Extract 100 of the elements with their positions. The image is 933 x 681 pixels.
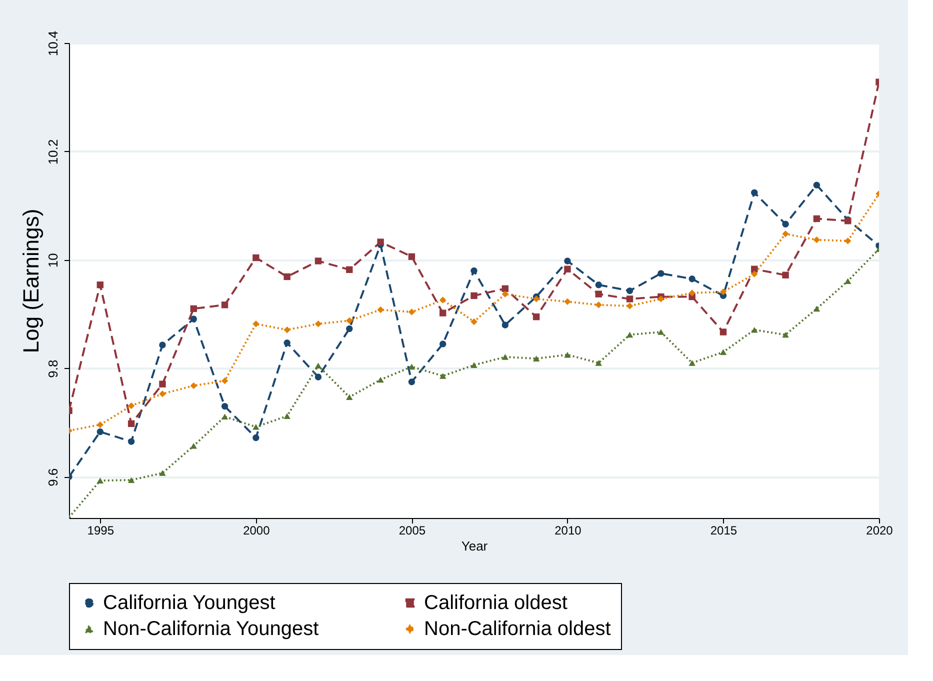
point xyxy=(408,364,416,370)
legend-label: California oldest xyxy=(424,592,568,614)
point xyxy=(595,281,602,288)
x-axis-title: Year xyxy=(461,538,488,554)
point xyxy=(502,354,509,360)
point xyxy=(688,360,696,366)
point xyxy=(626,302,634,310)
y-tick-label: 9.8 xyxy=(46,360,60,378)
legend-label: Non-California oldest xyxy=(424,618,612,640)
point xyxy=(502,285,509,292)
point xyxy=(595,302,602,308)
point xyxy=(751,189,758,196)
point xyxy=(439,373,446,379)
point xyxy=(439,296,446,304)
point xyxy=(190,316,197,322)
point xyxy=(564,258,571,264)
point xyxy=(159,470,166,476)
point xyxy=(844,278,852,284)
point xyxy=(252,424,260,430)
x-tick-label: 2000 xyxy=(243,524,270,538)
point xyxy=(346,394,353,400)
point xyxy=(252,434,260,442)
point xyxy=(658,296,664,302)
point xyxy=(314,258,322,264)
point xyxy=(159,342,166,348)
point xyxy=(128,477,135,483)
point xyxy=(346,266,353,274)
x-tick-label: 2010 xyxy=(554,524,582,538)
point xyxy=(221,302,228,308)
point xyxy=(502,290,509,298)
point xyxy=(658,329,664,335)
point xyxy=(408,378,416,386)
legend-label: Non-California Youngest xyxy=(103,618,320,640)
point xyxy=(221,402,228,410)
point xyxy=(439,340,446,348)
point xyxy=(439,310,446,316)
point xyxy=(502,322,509,328)
point xyxy=(284,326,290,334)
point xyxy=(314,362,322,369)
point xyxy=(314,320,322,328)
point xyxy=(284,340,290,346)
point xyxy=(564,266,571,272)
point xyxy=(813,236,820,244)
point xyxy=(720,288,727,296)
point xyxy=(813,182,820,188)
point xyxy=(782,220,789,228)
point xyxy=(532,356,540,362)
y-tick-label: 10.4 xyxy=(46,30,60,56)
x-tick-label: 2015 xyxy=(710,524,738,538)
point xyxy=(408,253,416,260)
point xyxy=(782,272,789,278)
point xyxy=(377,238,384,246)
point xyxy=(564,298,571,305)
point xyxy=(470,362,478,368)
point xyxy=(782,230,789,238)
point xyxy=(159,380,166,388)
y-tick-label: 9.6 xyxy=(46,468,60,486)
x-tick-label: 1995 xyxy=(87,524,114,538)
point xyxy=(532,296,540,302)
point xyxy=(688,290,696,296)
point xyxy=(221,414,228,420)
point xyxy=(626,296,634,302)
point xyxy=(408,308,416,316)
point xyxy=(626,287,634,294)
point xyxy=(688,276,696,282)
legend-label: California Youngest xyxy=(103,592,276,614)
x-tick-label: 2020 xyxy=(866,524,894,538)
point xyxy=(751,270,758,278)
point xyxy=(564,352,571,358)
point xyxy=(658,270,664,277)
point xyxy=(221,377,228,384)
y-axis-title: Log (Earnings) xyxy=(18,208,44,354)
point xyxy=(626,332,634,338)
y-tick-label: 10 xyxy=(46,253,60,268)
point xyxy=(190,382,197,390)
point xyxy=(782,332,789,338)
point xyxy=(844,238,852,244)
point xyxy=(252,254,260,262)
point xyxy=(314,374,322,380)
point xyxy=(252,320,260,328)
point xyxy=(96,421,104,428)
point xyxy=(470,318,478,326)
point xyxy=(96,281,104,288)
y-tick-label: 10.2 xyxy=(46,139,60,165)
point xyxy=(470,267,478,274)
point xyxy=(190,442,197,449)
point xyxy=(346,317,353,324)
point xyxy=(190,305,197,312)
point xyxy=(813,306,820,312)
point xyxy=(128,420,135,428)
point xyxy=(128,402,135,410)
point xyxy=(96,428,104,436)
point xyxy=(284,413,290,419)
point xyxy=(595,360,602,366)
point xyxy=(346,325,353,332)
point xyxy=(813,215,820,222)
point xyxy=(720,328,727,336)
point xyxy=(720,349,727,355)
point xyxy=(377,306,384,314)
point xyxy=(470,292,478,300)
